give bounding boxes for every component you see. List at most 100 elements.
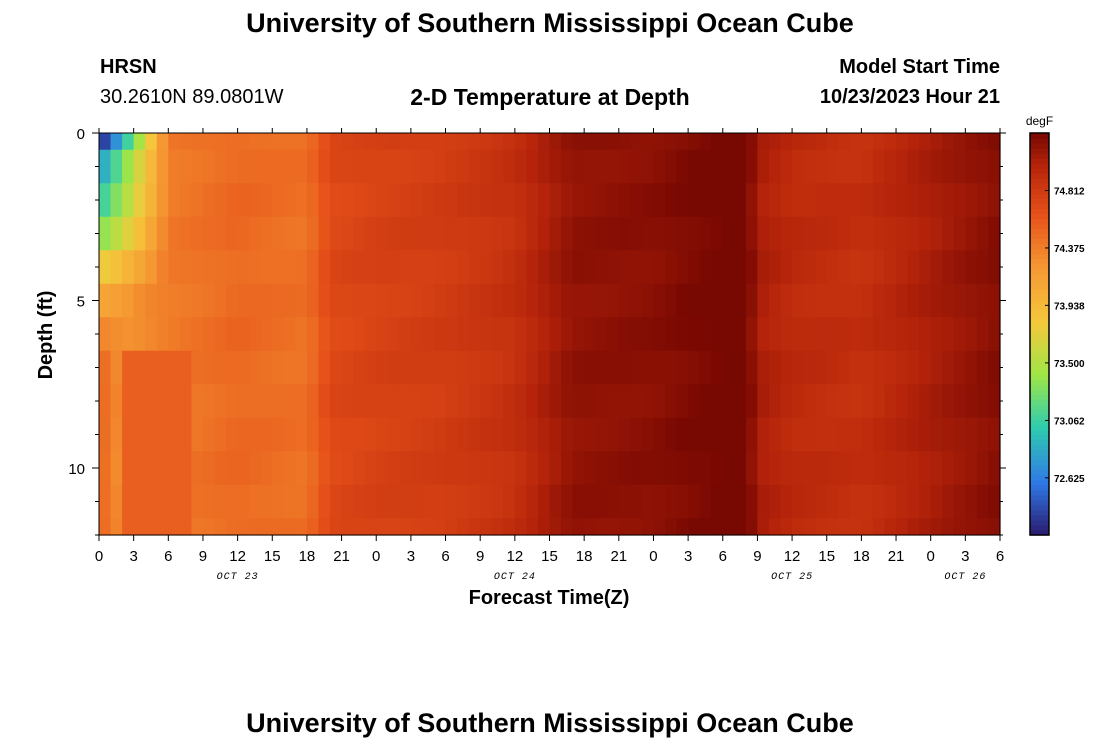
heatmap-cell (202, 317, 216, 352)
x-tick-label: 6 (441, 548, 449, 565)
heatmap-cell (734, 317, 747, 352)
heatmap-cell (341, 451, 354, 486)
heatmap-cell (306, 518, 320, 536)
heatmap-cell (919, 518, 932, 536)
heatmap-cell (942, 417, 955, 452)
heatmap-cell (99, 216, 112, 251)
heatmap-cell (445, 149, 458, 184)
heatmap-cell (907, 250, 920, 285)
x-tick-label: 18 (576, 548, 593, 565)
colorbar-swatch (1030, 218, 1049, 225)
heatmap-cell (468, 149, 481, 184)
heatmap-cell (295, 417, 308, 452)
heatmap-cell (734, 216, 747, 251)
heatmap-cell (191, 451, 204, 486)
colorbar-swatch (1030, 188, 1049, 194)
colorbar-swatch (1030, 173, 1049, 179)
heatmap-cell (618, 183, 631, 218)
chart-subtitle: 2-D Temperature at Depth (410, 84, 690, 110)
heatmap-cell (214, 133, 227, 151)
heatmap-cell (861, 518, 874, 536)
heatmap-cell (99, 250, 112, 285)
colorbar-swatch (1030, 449, 1049, 456)
heatmap-cell (745, 384, 759, 419)
heatmap-cell (572, 149, 585, 184)
heatmap-cell (561, 350, 574, 385)
heatmap-cell (122, 250, 135, 285)
heatmap-cell (457, 283, 470, 318)
heatmap-cell (919, 350, 932, 385)
heatmap-cell (792, 283, 805, 318)
heatmap-cell (503, 518, 516, 536)
heatmap-cell (722, 518, 735, 536)
heatmap-cell (353, 183, 366, 218)
heatmap-cell (306, 484, 320, 519)
heatmap-cell (99, 283, 112, 318)
heatmap-cell (364, 149, 377, 184)
heatmap-cell (549, 518, 562, 536)
heatmap-cell (838, 133, 851, 151)
heatmap-cell (330, 133, 343, 151)
heatmap-cell (722, 250, 735, 285)
heatmap-cell (872, 518, 886, 536)
heatmap-cell (815, 384, 828, 419)
heatmap-cell (584, 149, 597, 184)
heatmap-cell (861, 216, 874, 251)
colorbar-swatch (1030, 514, 1049, 521)
heatmap-cell (503, 317, 516, 352)
heatmap-cell (260, 216, 273, 251)
colorbar-swatch (1030, 379, 1049, 385)
heatmap-cell (249, 384, 262, 419)
heatmap-cell (884, 350, 897, 385)
heatmap-cell (861, 183, 874, 218)
heatmap-cell (815, 250, 828, 285)
heatmap-cell (341, 317, 354, 352)
heatmap-cell (191, 417, 204, 452)
heatmap-cell (110, 384, 123, 419)
heatmap-cell (653, 317, 666, 352)
heatmap-cell (572, 216, 585, 251)
heatmap-cell (491, 384, 504, 419)
heatmap-cell (480, 417, 493, 452)
x-tick-label: 12 (507, 548, 524, 565)
station-id: HRSN (100, 56, 157, 78)
heatmap-cell (445, 451, 458, 486)
heatmap-cell (330, 149, 343, 184)
heatmap-cell (584, 317, 597, 352)
heatmap-cell (526, 183, 539, 218)
heatmap-cell (549, 183, 562, 218)
heatmap-cell (595, 451, 608, 486)
x-tick-label: 21 (610, 548, 627, 565)
heatmap-cell (422, 216, 435, 251)
heatmap-cell (202, 183, 216, 218)
heatmap-cell (953, 384, 966, 419)
heatmap-cell (422, 250, 435, 285)
heatmap-cell (353, 350, 366, 385)
heatmap-cell (202, 350, 216, 385)
heatmap-cell (133, 317, 146, 352)
heatmap-cell (468, 417, 481, 452)
colorbar-swatch (1030, 243, 1049, 250)
heatmap-cell (318, 149, 331, 184)
heatmap-cell (237, 484, 250, 519)
heatmap-cell (410, 451, 424, 486)
colorbar-swatch (1030, 278, 1049, 285)
heatmap-cell (179, 350, 193, 385)
x-tick-label: 6 (719, 548, 727, 565)
heatmap-cell (457, 250, 470, 285)
heatmap-cell (491, 183, 504, 218)
heatmap-cell (156, 216, 169, 251)
heatmap-cell (618, 484, 631, 519)
heatmap-cell (838, 518, 851, 536)
heatmap-cell (341, 250, 354, 285)
heatmap-cell (965, 133, 978, 151)
heatmap-cell (792, 518, 805, 536)
heatmap-cell (133, 484, 146, 519)
heatmap-cell (618, 451, 631, 486)
colorbar-swatch (1030, 228, 1049, 235)
heatmap-cell (907, 216, 920, 251)
heatmap-cell (815, 317, 828, 352)
heatmap-cell (156, 417, 169, 452)
heatmap-cell (341, 417, 354, 452)
heatmap-cell (815, 283, 828, 318)
